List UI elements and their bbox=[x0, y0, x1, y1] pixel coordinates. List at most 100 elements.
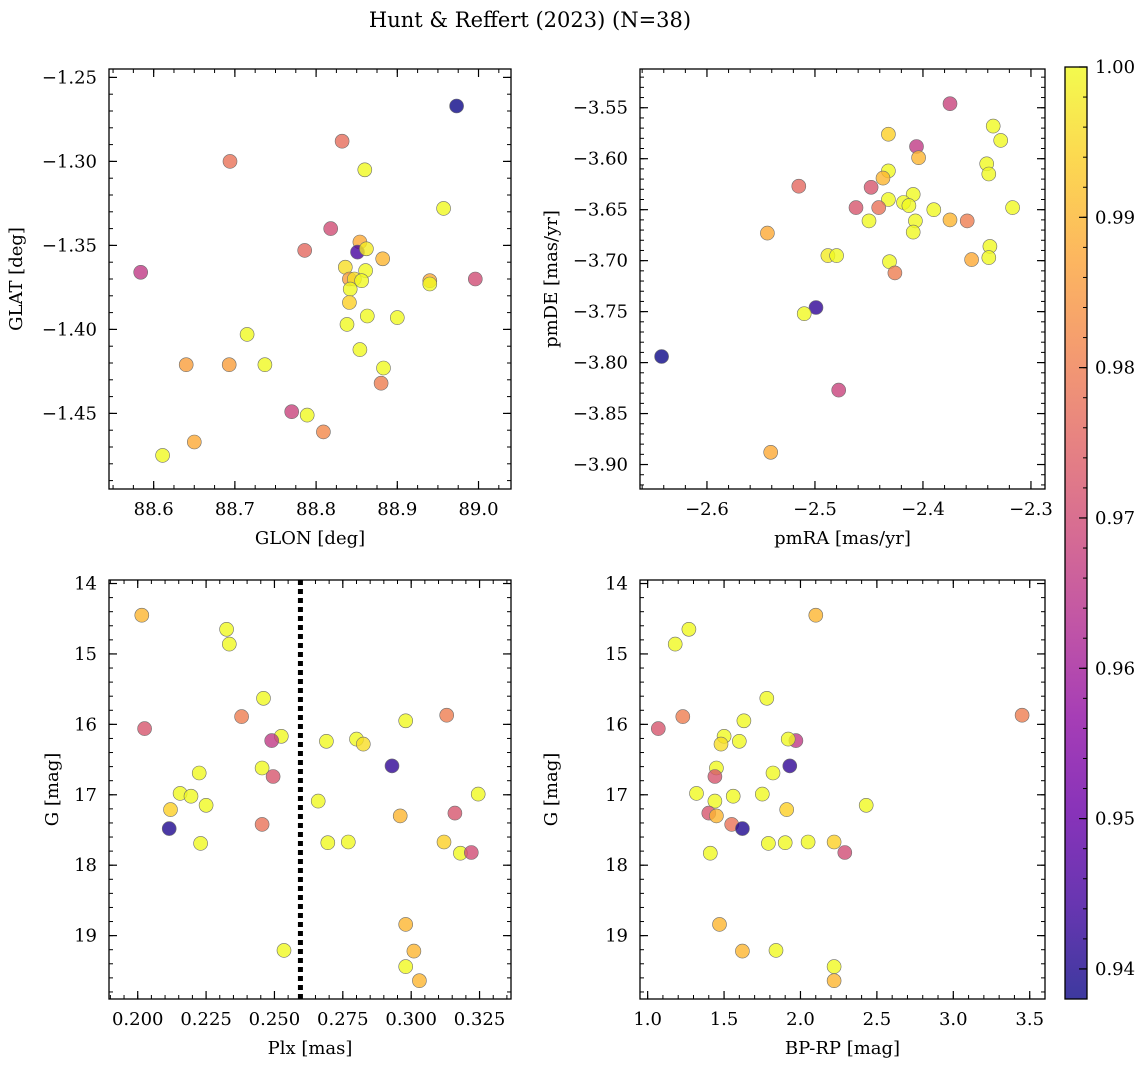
y-tick-label: 16 bbox=[605, 714, 628, 735]
data-point bbox=[735, 821, 750, 836]
data-point bbox=[782, 758, 798, 774]
data-point bbox=[667, 636, 683, 652]
data-point bbox=[768, 943, 784, 958]
data-point bbox=[777, 835, 793, 851]
data-point bbox=[340, 834, 356, 850]
x-tick-label: 88.6 bbox=[134, 499, 174, 520]
data-point bbox=[959, 213, 975, 229]
data-point bbox=[219, 621, 234, 637]
data-point bbox=[791, 178, 807, 194]
data-point bbox=[905, 224, 921, 240]
data-point bbox=[871, 200, 887, 215]
axes-frame bbox=[639, 68, 1046, 490]
data-point bbox=[342, 281, 358, 297]
data-point bbox=[725, 788, 741, 804]
data-point bbox=[389, 310, 405, 325]
data-points bbox=[654, 96, 1020, 460]
data-point bbox=[702, 845, 718, 861]
data-point bbox=[707, 793, 723, 809]
data-point bbox=[222, 154, 238, 169]
data-point bbox=[981, 250, 997, 265]
data-point bbox=[256, 690, 271, 706]
data-point bbox=[654, 349, 669, 364]
data-point bbox=[323, 221, 339, 236]
data-point bbox=[712, 917, 727, 932]
data-point bbox=[470, 786, 486, 802]
x-tick-label: 88.9 bbox=[377, 499, 417, 520]
y-tick-label: 18 bbox=[74, 855, 97, 876]
data-point bbox=[731, 733, 747, 749]
data-point bbox=[422, 276, 438, 292]
data-point bbox=[163, 802, 178, 817]
data-point bbox=[352, 342, 368, 357]
data-point bbox=[681, 621, 697, 637]
y-axis-label: GLAT [deg] bbox=[6, 227, 27, 331]
data-point bbox=[901, 198, 917, 213]
y-tick-label: −3.75 bbox=[573, 302, 628, 323]
figure-title: Hunt & Reffert (2023) (N=38) bbox=[369, 8, 691, 32]
x-tick-label: 0.325 bbox=[454, 1009, 506, 1030]
y-tick-label: 16 bbox=[74, 714, 97, 735]
data-point bbox=[310, 793, 326, 809]
data-point bbox=[284, 404, 300, 420]
y-axis-label: G [mag] bbox=[541, 753, 562, 826]
colorbar-tick-label: 1.00 bbox=[1095, 57, 1135, 78]
data-point bbox=[863, 180, 879, 195]
data-point bbox=[675, 709, 691, 724]
y-tick-label: 14 bbox=[605, 574, 628, 595]
data-point bbox=[342, 295, 357, 310]
y-tick-label: −1.30 bbox=[42, 151, 97, 172]
data-point bbox=[707, 769, 723, 784]
data-point bbox=[759, 690, 775, 706]
data-point bbox=[375, 251, 391, 267]
data-point bbox=[436, 834, 452, 850]
data-point bbox=[447, 805, 463, 821]
data-point bbox=[319, 733, 334, 749]
data-point bbox=[779, 802, 795, 817]
data-point bbox=[926, 202, 942, 217]
data-point bbox=[198, 797, 214, 813]
data-point bbox=[754, 786, 770, 802]
y-tick-label: 19 bbox=[74, 926, 97, 947]
data-point bbox=[137, 721, 152, 736]
data-point bbox=[354, 273, 369, 289]
data-point bbox=[133, 264, 148, 280]
data-point bbox=[276, 943, 292, 958]
data-point bbox=[861, 213, 877, 229]
data-point bbox=[439, 707, 455, 723]
data-point bbox=[412, 973, 427, 989]
data-point bbox=[826, 959, 842, 974]
data-point bbox=[467, 271, 483, 287]
data-point bbox=[264, 733, 280, 748]
data-point bbox=[193, 836, 208, 851]
y-tick-label: −3.70 bbox=[573, 251, 628, 272]
x-axis-label: pmRA [mas/yr] bbox=[774, 528, 911, 549]
data-point bbox=[881, 192, 896, 207]
data-point bbox=[993, 133, 1009, 148]
y-tick-label: 15 bbox=[605, 644, 628, 665]
x-axis-label: GLON [deg] bbox=[255, 528, 365, 549]
x-tick-label: 0.250 bbox=[249, 1009, 301, 1030]
data-point bbox=[808, 607, 824, 623]
scatter-panel-parallax-magnitude: 0.200 0.225 0.250 0.275 0.300 0.325 14 15 16 17 18… bbox=[42, 574, 512, 1059]
colorbar-frame bbox=[1064, 66, 1088, 1000]
x-tick-label: 88.8 bbox=[296, 499, 336, 520]
data-points bbox=[650, 607, 1030, 989]
x-tick-label: −2.4 bbox=[901, 499, 945, 520]
data-point bbox=[191, 765, 207, 781]
y-tick-label: −1.40 bbox=[42, 319, 97, 340]
data-point bbox=[155, 448, 170, 463]
data-point bbox=[436, 201, 451, 216]
data-point bbox=[1005, 200, 1020, 215]
data-point bbox=[297, 243, 313, 258]
x-tick-label: 0.200 bbox=[112, 1009, 164, 1030]
data-point bbox=[299, 407, 315, 423]
data-point bbox=[800, 834, 816, 850]
x-tick-label: 3.5 bbox=[1015, 1009, 1044, 1030]
y-tick-label: 18 bbox=[605, 855, 628, 876]
y-tick-label: −3.65 bbox=[573, 200, 628, 221]
data-point bbox=[760, 225, 775, 241]
x-tick-label: 1.5 bbox=[710, 1009, 739, 1030]
x-tick-label: −2.5 bbox=[793, 499, 837, 520]
x-tick-label: 0.225 bbox=[180, 1009, 232, 1030]
